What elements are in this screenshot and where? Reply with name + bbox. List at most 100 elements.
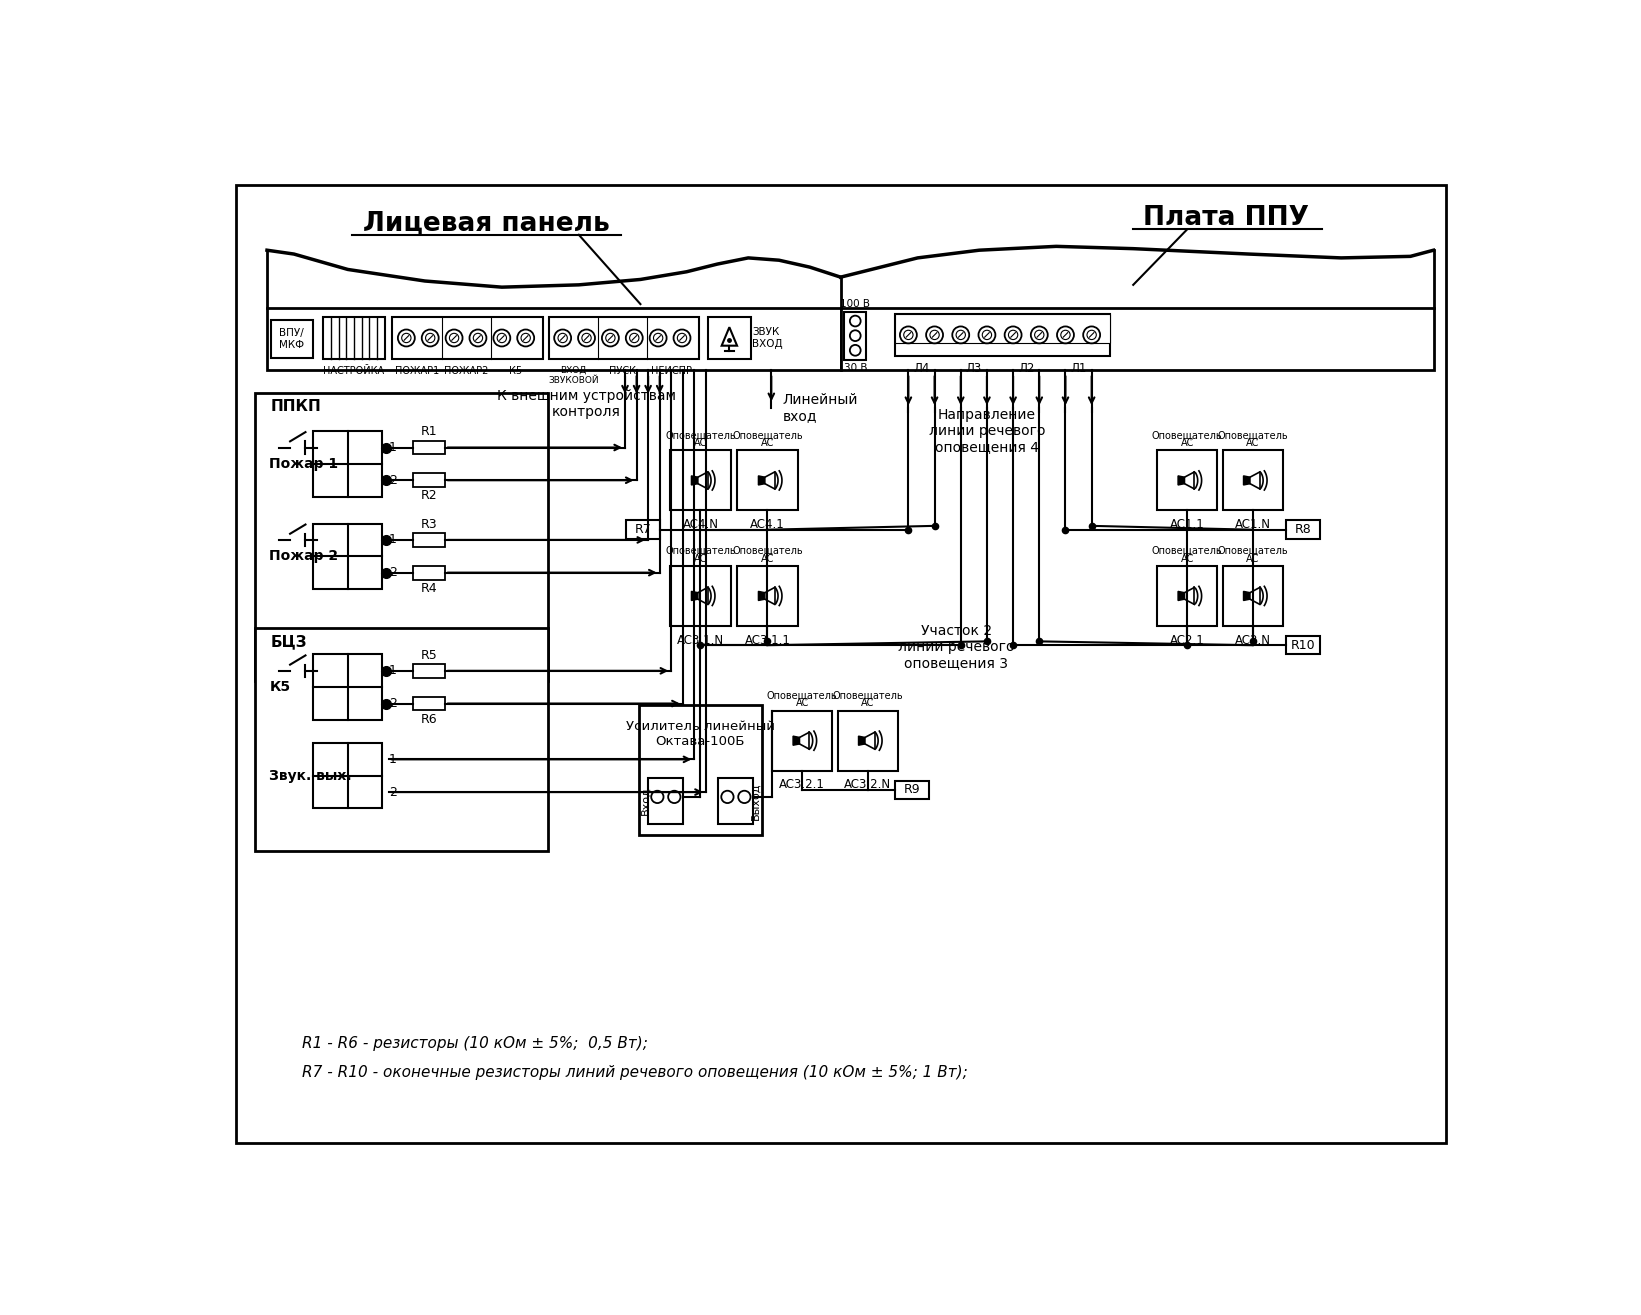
Text: R6: R6 xyxy=(420,713,437,726)
Bar xyxy=(256,393,548,681)
Text: НЕИСПР: НЕИСПР xyxy=(651,366,693,376)
Text: Оповещатель: Оповещатель xyxy=(1218,546,1288,556)
Text: R7: R7 xyxy=(635,523,651,537)
Text: Оповещатель: Оповещатель xyxy=(832,690,903,701)
Text: АС: АС xyxy=(1246,438,1259,448)
Text: AC2.N: AC2.N xyxy=(1234,634,1270,647)
Text: 1: 1 xyxy=(389,441,397,454)
Text: Направление
линии речевого
оповещения 4: Направление линии речевого оповещения 4 xyxy=(929,408,1045,455)
Text: R1: R1 xyxy=(420,425,437,438)
Bar xyxy=(412,697,445,710)
Bar xyxy=(737,451,798,510)
Text: НАСТРОЙКА: НАСТРОЙКА xyxy=(323,366,384,376)
Text: Участок 2
линии речевого
оповещения 3: Участок 2 линии речевого оповещения 3 xyxy=(898,623,1014,669)
Text: R9: R9 xyxy=(904,784,921,797)
Text: АС: АС xyxy=(761,438,775,448)
Text: Оповещатель: Оповещатель xyxy=(1218,430,1288,441)
Bar xyxy=(894,314,1109,355)
Text: AC1.N: AC1.N xyxy=(1234,518,1270,531)
Bar xyxy=(625,521,660,539)
Text: ЗВУК
ВХОД: ЗВУК ВХОД xyxy=(753,327,783,348)
Text: Оповещатель: Оповещатель xyxy=(766,690,837,701)
Polygon shape xyxy=(1244,592,1250,601)
Text: Оповещатель: Оповещатель xyxy=(732,546,802,556)
Text: 30 В: 30 В xyxy=(843,363,866,373)
Bar xyxy=(256,627,548,851)
Text: Л4: Л4 xyxy=(914,362,930,375)
Bar xyxy=(412,664,445,677)
Text: AC4.1: AC4.1 xyxy=(750,518,784,531)
Bar xyxy=(671,565,730,626)
Bar xyxy=(323,317,384,359)
Text: АС: АС xyxy=(862,698,875,709)
Text: ПУСК: ПУСК xyxy=(609,366,637,376)
Text: ППКП: ППКП xyxy=(271,398,322,414)
Text: Звук. вых.: Звук. вых. xyxy=(269,769,351,782)
Text: AC2.1: AC2.1 xyxy=(1170,634,1204,647)
Text: АС: АС xyxy=(761,554,775,564)
Text: AC3.2.N: AC3.2.N xyxy=(843,778,891,792)
Bar xyxy=(737,565,798,626)
Text: К5: К5 xyxy=(269,680,290,694)
Bar xyxy=(392,317,543,359)
Bar xyxy=(313,431,382,497)
Text: 100 В: 100 В xyxy=(840,299,870,309)
Bar xyxy=(709,317,750,359)
Text: 2: 2 xyxy=(389,697,397,710)
Bar xyxy=(271,320,313,358)
Text: Оповещатель: Оповещатель xyxy=(1152,546,1223,556)
Bar xyxy=(313,523,382,589)
Text: Л1: Л1 xyxy=(1070,362,1086,375)
Text: К5: К5 xyxy=(509,366,522,376)
Text: 2: 2 xyxy=(389,567,397,579)
Bar xyxy=(267,308,840,370)
Text: R10: R10 xyxy=(1290,639,1314,652)
Bar xyxy=(313,743,382,809)
Bar xyxy=(1157,565,1218,626)
Text: Л3: Л3 xyxy=(965,362,981,375)
Bar xyxy=(894,314,1109,343)
Text: ПОЖАР2: ПОЖАР2 xyxy=(445,366,489,376)
Text: Линейный
вход: Линейный вход xyxy=(783,393,858,423)
Text: ПОЖАР1: ПОЖАР1 xyxy=(395,366,440,376)
Text: AC3.1.1: AC3.1.1 xyxy=(745,634,791,647)
Text: Оповещатель: Оповещатель xyxy=(665,430,735,441)
Polygon shape xyxy=(691,476,697,485)
Text: AC3.2.1: AC3.2.1 xyxy=(779,778,825,792)
Bar xyxy=(1285,521,1319,539)
Text: Оповещатель: Оповещатель xyxy=(732,430,802,441)
Polygon shape xyxy=(1178,592,1185,601)
Bar xyxy=(773,710,832,771)
Polygon shape xyxy=(758,476,765,485)
Polygon shape xyxy=(793,736,799,746)
Text: Вход: Вход xyxy=(640,786,650,815)
Bar xyxy=(845,312,866,359)
Bar xyxy=(671,451,730,510)
Text: Пожар 2: Пожар 2 xyxy=(269,550,338,563)
Text: АС: АС xyxy=(694,554,707,564)
Bar xyxy=(840,308,1434,370)
Text: Усилитель линейный
Октава-100Б: Усилитель линейный Октава-100Б xyxy=(625,719,775,748)
Text: 1: 1 xyxy=(389,534,397,547)
Text: Выход: Выход xyxy=(752,782,761,819)
Text: К внешним устройствам
контроля: К внешним устройствам контроля xyxy=(497,389,676,419)
Text: АС: АС xyxy=(694,438,707,448)
Text: Пожар 1: Пожар 1 xyxy=(269,456,338,471)
Bar xyxy=(412,441,445,455)
Text: АС: АС xyxy=(796,698,809,709)
Text: R3: R3 xyxy=(420,518,437,531)
Text: 2: 2 xyxy=(389,473,397,487)
Bar xyxy=(412,565,445,580)
Text: 1: 1 xyxy=(389,664,397,677)
Bar xyxy=(837,710,898,771)
Text: БЦЗ: БЦЗ xyxy=(271,634,307,648)
Text: 1: 1 xyxy=(389,753,397,765)
Text: Плата ППУ: Плата ППУ xyxy=(1142,205,1308,231)
Bar xyxy=(412,473,445,487)
Text: R4: R4 xyxy=(420,581,437,594)
Text: AC1.1: AC1.1 xyxy=(1170,518,1204,531)
Polygon shape xyxy=(1178,476,1185,485)
Text: AC4.N: AC4.N xyxy=(683,518,719,531)
Bar xyxy=(412,533,445,547)
Text: 2: 2 xyxy=(389,785,397,798)
